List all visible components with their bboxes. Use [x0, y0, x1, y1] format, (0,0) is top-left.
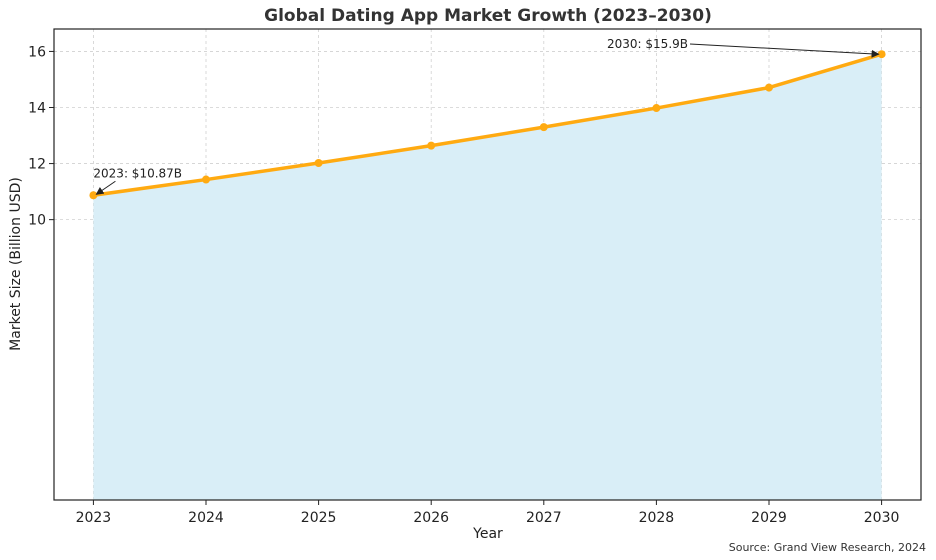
x-tick-label: 2027 — [526, 510, 562, 526]
data-point — [314, 159, 323, 168]
y-tick-label: 16 — [28, 44, 46, 60]
chart-title: Global Dating App Market Growth (2023–20… — [264, 6, 712, 26]
data-point — [202, 175, 211, 184]
data-point — [427, 141, 436, 150]
source-note: Source: Grand View Research, 2024 — [729, 541, 926, 554]
plot-frame — [53, 28, 922, 501]
x-tick-label: 2023 — [76, 510, 112, 526]
data-point — [89, 191, 98, 200]
x-tick-label: 2028 — [639, 510, 675, 526]
annotations: 2023: $10.87B 2030: $15.9B — [93, 37, 880, 195]
annotation-arrow — [689, 43, 880, 58]
data-point — [764, 83, 773, 92]
series-polyline — [91, 52, 884, 198]
x-tick-label: 2025 — [301, 510, 337, 526]
data-point — [652, 104, 661, 113]
data-points — [89, 50, 886, 200]
x-axis-label: Year — [472, 526, 503, 542]
y-tick-label: 14 — [28, 101, 46, 117]
x-tick-label: 2026 — [413, 510, 449, 526]
series-line — [91, 52, 884, 198]
annotation-arrow — [95, 180, 116, 195]
y-axis-label: Market Size (Billion USD) — [8, 177, 24, 351]
annotation-label: 2030: $15.9B — [607, 37, 688, 51]
x-tick-label: 2029 — [751, 510, 787, 526]
data-point — [877, 50, 886, 59]
area-fill-shape — [93, 54, 882, 500]
data-point — [539, 123, 548, 132]
axes: 2023 2024 2025 2026 2027 2028 2029 2030 10 12 14 16 — [28, 28, 922, 526]
y-tick-label: 12 — [28, 157, 46, 173]
annotation-label: 2023: $10.87B — [93, 166, 182, 180]
x-tick-label: 2024 — [188, 510, 224, 526]
y-tick-label: 10 — [28, 213, 46, 229]
x-tick-label: 2030 — [864, 510, 900, 526]
area-fill — [93, 54, 882, 500]
